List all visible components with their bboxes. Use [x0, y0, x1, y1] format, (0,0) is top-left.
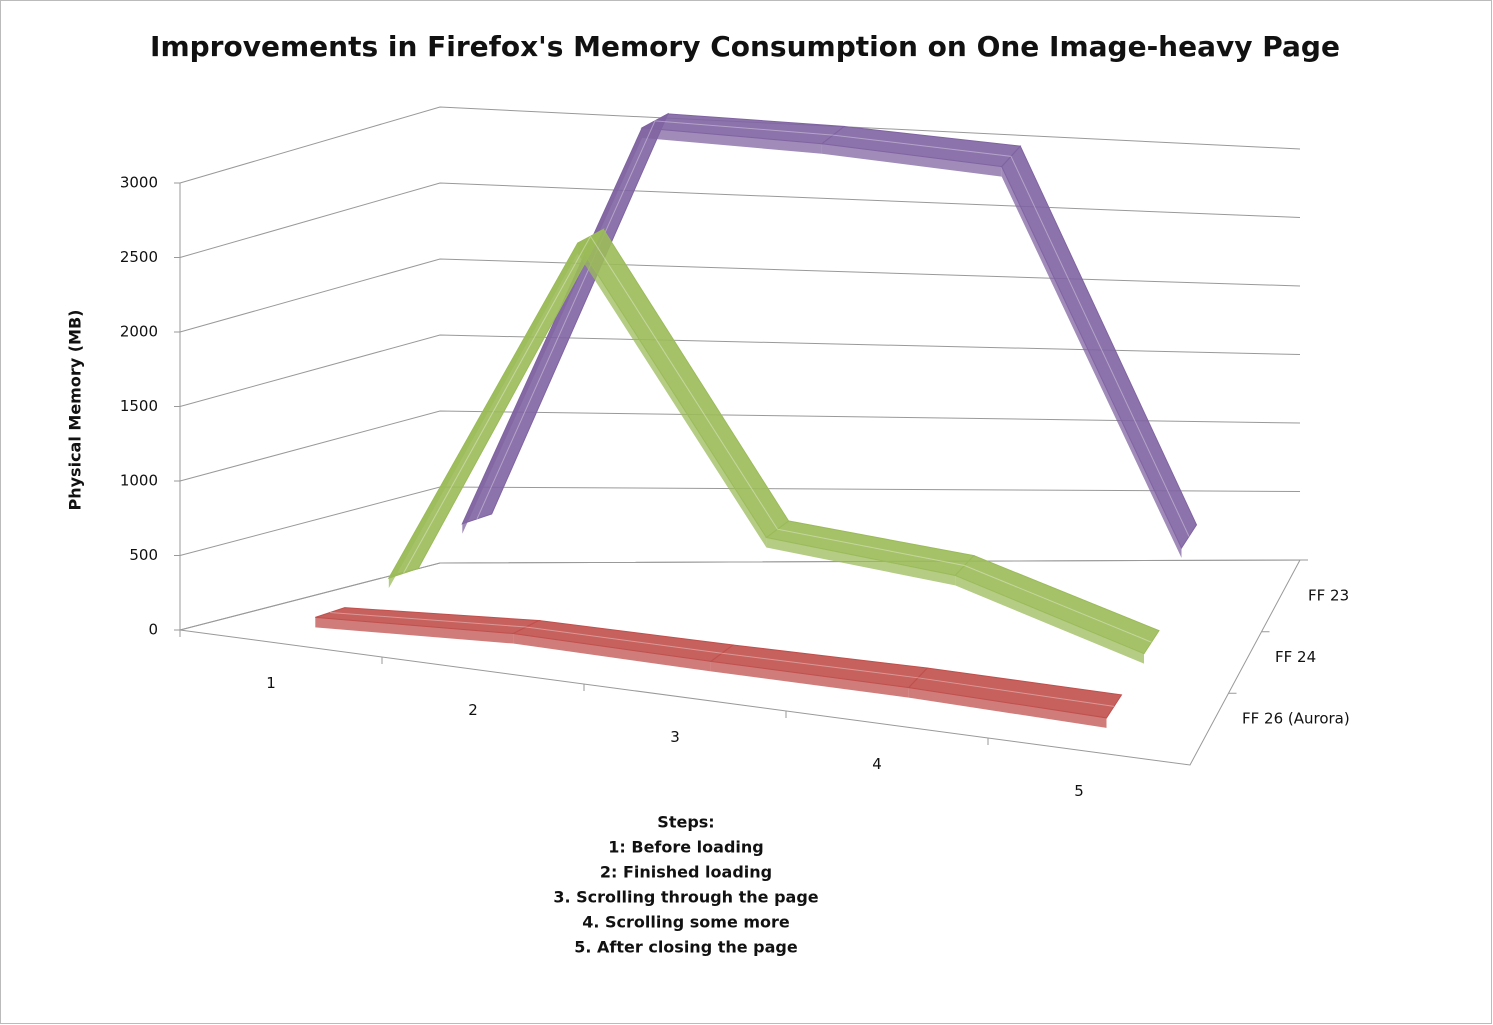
ribbon-side	[766, 537, 956, 586]
y-tick-label: 2000	[120, 323, 158, 341]
note-line: 4. Scrolling some more	[582, 913, 790, 932]
grid-line	[179, 410, 1301, 482]
ribbon-side	[642, 127, 822, 154]
note-line: 3. Scrolling through the page	[553, 888, 818, 907]
ribbon-side	[908, 687, 1107, 728]
series-label: FF 26 (Aurora)	[1242, 710, 1350, 728]
grid-line	[179, 334, 1301, 407]
y-tick-label: 2500	[120, 248, 158, 266]
grid-line	[179, 106, 1301, 184]
note-line: Steps:	[657, 813, 714, 832]
ribbon-side	[955, 575, 1144, 664]
y-tick-label: 3000	[120, 174, 158, 192]
ribbon-side	[513, 633, 711, 672]
grid-line	[179, 182, 1301, 258]
ribbon-side	[1001, 166, 1182, 558]
ribbon-side	[821, 143, 1002, 177]
note-line: 2: Finished loading	[600, 863, 772, 882]
ribbon-side	[315, 617, 514, 644]
series-label: FF 24	[1275, 648, 1316, 666]
x-tick-label: 2	[468, 701, 478, 719]
y-tick-label: 1000	[120, 472, 158, 490]
ribbon-top	[907, 667, 1123, 719]
x-tick-label: 3	[670, 728, 680, 746]
x-tick-label: 5	[1074, 782, 1084, 800]
grid-line	[179, 258, 1301, 333]
y-axis-label: Physical Memory (MB)	[66, 310, 85, 511]
x-tick-label: 1	[266, 674, 276, 692]
grid-line	[179, 559, 1301, 631]
y-tick-label: 0	[148, 621, 158, 639]
x-tick-label: 4	[872, 755, 882, 773]
series-line	[403, 235, 1152, 643]
note-line: 1: Before loading	[608, 838, 763, 857]
ribbon-top	[1001, 145, 1198, 549]
series-label: FF 23	[1308, 587, 1349, 605]
chart-title: Improvements in Firefox's Memory Consump…	[150, 30, 1340, 63]
ribbon-top	[954, 555, 1160, 655]
y-tick-label: 1500	[120, 397, 158, 415]
y-tick-label: 500	[129, 546, 158, 564]
note-line: 5. After closing the page	[574, 938, 798, 957]
series-line	[329, 612, 1115, 707]
ribbon-side	[710, 661, 909, 698]
ribbon-side	[577, 243, 767, 548]
